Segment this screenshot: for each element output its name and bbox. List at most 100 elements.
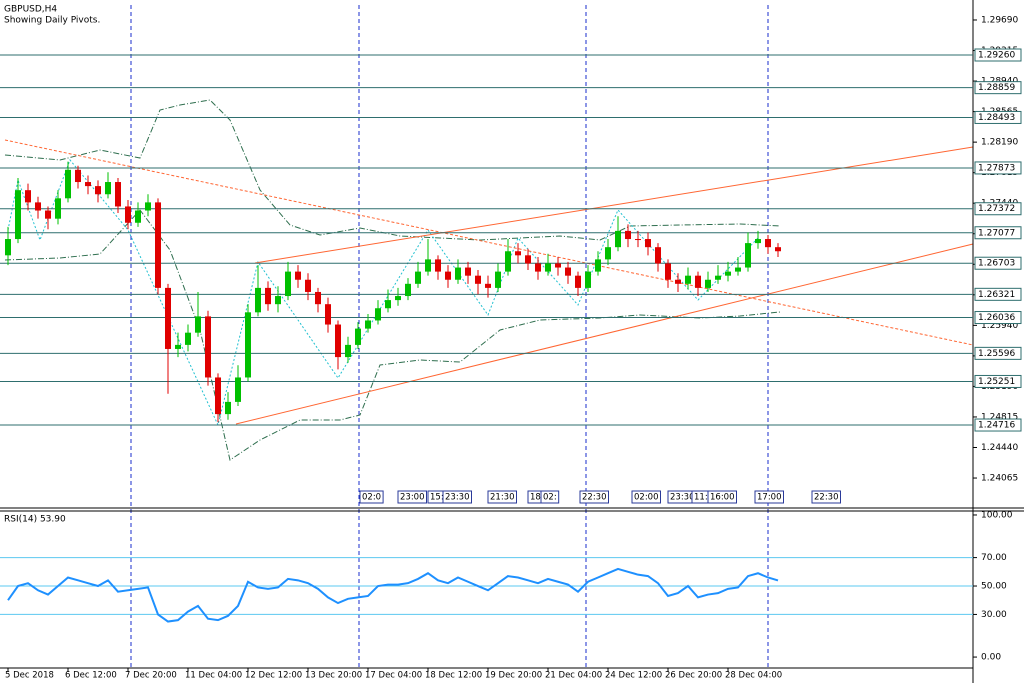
candle-body [265, 287, 271, 305]
y-tick-label: 1.24440 [981, 443, 1018, 453]
candle-body [565, 267, 571, 276]
candle-body [525, 255, 531, 264]
candle-body [485, 283, 491, 288]
candle-body [365, 320, 371, 329]
pivot-label: 1.27873 [978, 163, 1015, 173]
time-strip-label: 23:00 [400, 493, 425, 503]
candle-body [305, 279, 311, 292]
candle-body [665, 263, 671, 280]
x-tick-label: 24 Dec 12:00 [605, 671, 662, 681]
candle-body [755, 239, 761, 244]
candle-body [235, 377, 241, 402]
time-strip-label: 11: [694, 493, 708, 503]
y-tick-label: 1.29690 [981, 15, 1018, 25]
time-strip-box [579, 490, 609, 504]
candle-body [515, 251, 521, 256]
candle-body [255, 287, 261, 313]
candle-body [175, 344, 181, 349]
pivot-label: 1.28493 [978, 113, 1015, 123]
candle-body [775, 247, 781, 252]
candle-body [445, 271, 451, 280]
candle-body [705, 279, 711, 288]
candle-body [695, 275, 701, 288]
candle-body [375, 308, 381, 321]
time-strip-box [707, 490, 737, 504]
candle-body [125, 206, 131, 223]
time-strip-label: 02: [543, 493, 557, 503]
candle-body [715, 275, 721, 280]
pivot-label-box [974, 226, 1022, 240]
pivot-label-box [974, 81, 1022, 95]
time-strip-box [754, 490, 784, 504]
candle-body [215, 377, 221, 415]
rsi-title: RSI(14) 53.90 [4, 515, 66, 525]
candle-body [135, 210, 141, 223]
pivot-label-box [974, 287, 1022, 301]
candle-body [555, 263, 561, 268]
time-strip-box [397, 490, 427, 504]
candle-body [645, 239, 651, 248]
candle-body [725, 271, 731, 276]
rsi-y-tick-label: 0.00 [981, 653, 1001, 663]
x-tick-label: 17 Dec 04:00 [365, 671, 422, 681]
pivot-label: 1.26321 [978, 290, 1015, 300]
time-strip-label: 15: [430, 493, 444, 503]
candle-body [195, 316, 201, 333]
pivot-label: 1.27077 [978, 228, 1015, 238]
time-strip-label: 02:00 [634, 493, 659, 503]
pivot-label-box [974, 110, 1022, 124]
candle-body [545, 263, 551, 272]
candle-body [165, 287, 171, 349]
candle-body [385, 300, 391, 309]
pivot-label: 1.28859 [978, 83, 1015, 93]
x-tick-label: 11 Dec 04:00 [185, 671, 242, 681]
y-tick-label: 1.24065 [981, 474, 1018, 484]
time-strip-label: 17:00 [757, 493, 782, 503]
candle-body [335, 324, 341, 358]
rsi-y-tick-label: 100.00 [981, 510, 1013, 520]
time-strip-box [487, 490, 517, 504]
candle-body [25, 190, 31, 203]
time-strip-label: 23:30 [445, 493, 470, 503]
pivot-label: 1.25596 [978, 349, 1015, 359]
candle-body [505, 251, 511, 272]
pivot-label-box [974, 161, 1022, 175]
candle-body [435, 259, 441, 272]
candle-body [325, 304, 331, 325]
rsi-line [7, 567, 779, 623]
candle-body [95, 186, 101, 195]
candle-body [635, 239, 641, 241]
candle-body [285, 271, 291, 297]
candle-body [155, 202, 161, 288]
pivot-label: 1.26703 [978, 259, 1015, 269]
candle-body [115, 182, 121, 207]
candle-body [495, 271, 501, 288]
candle-body [185, 332, 191, 345]
candle-body [395, 296, 401, 301]
chart-subtitle: Showing Daily Pivots. [4, 16, 100, 26]
candle-body [355, 328, 361, 345]
pivot-label: 1.27372 [978, 204, 1015, 214]
time-strip-label: 23:30 [670, 493, 695, 503]
time-strip-label: 22:30 [582, 493, 607, 503]
candle-body [275, 296, 281, 305]
x-tick-label: 6 Dec 12:00 [65, 671, 117, 681]
y-tick-label: 1.28190 [981, 138, 1018, 148]
pivot-label: 1.26036 [978, 313, 1015, 323]
pivot-label-box [974, 418, 1022, 432]
pivot-label-box [974, 374, 1022, 388]
candle-body [455, 267, 461, 280]
candle-body [295, 271, 301, 280]
y-tick-label: 1.25940 [981, 321, 1018, 331]
candle-body [35, 202, 41, 211]
pivot-label-box [974, 48, 1022, 62]
x-tick-label: 7 Dec 20:00 [125, 671, 177, 681]
candle-body [605, 247, 611, 260]
time-strip-label: 18: [530, 493, 544, 503]
candle-body [45, 210, 51, 219]
candle-body [55, 198, 61, 219]
candle-body [575, 275, 581, 288]
candle-body [65, 169, 71, 199]
x-tick-label: 5 Dec 2018 [5, 671, 54, 681]
candle-body [225, 401, 231, 415]
